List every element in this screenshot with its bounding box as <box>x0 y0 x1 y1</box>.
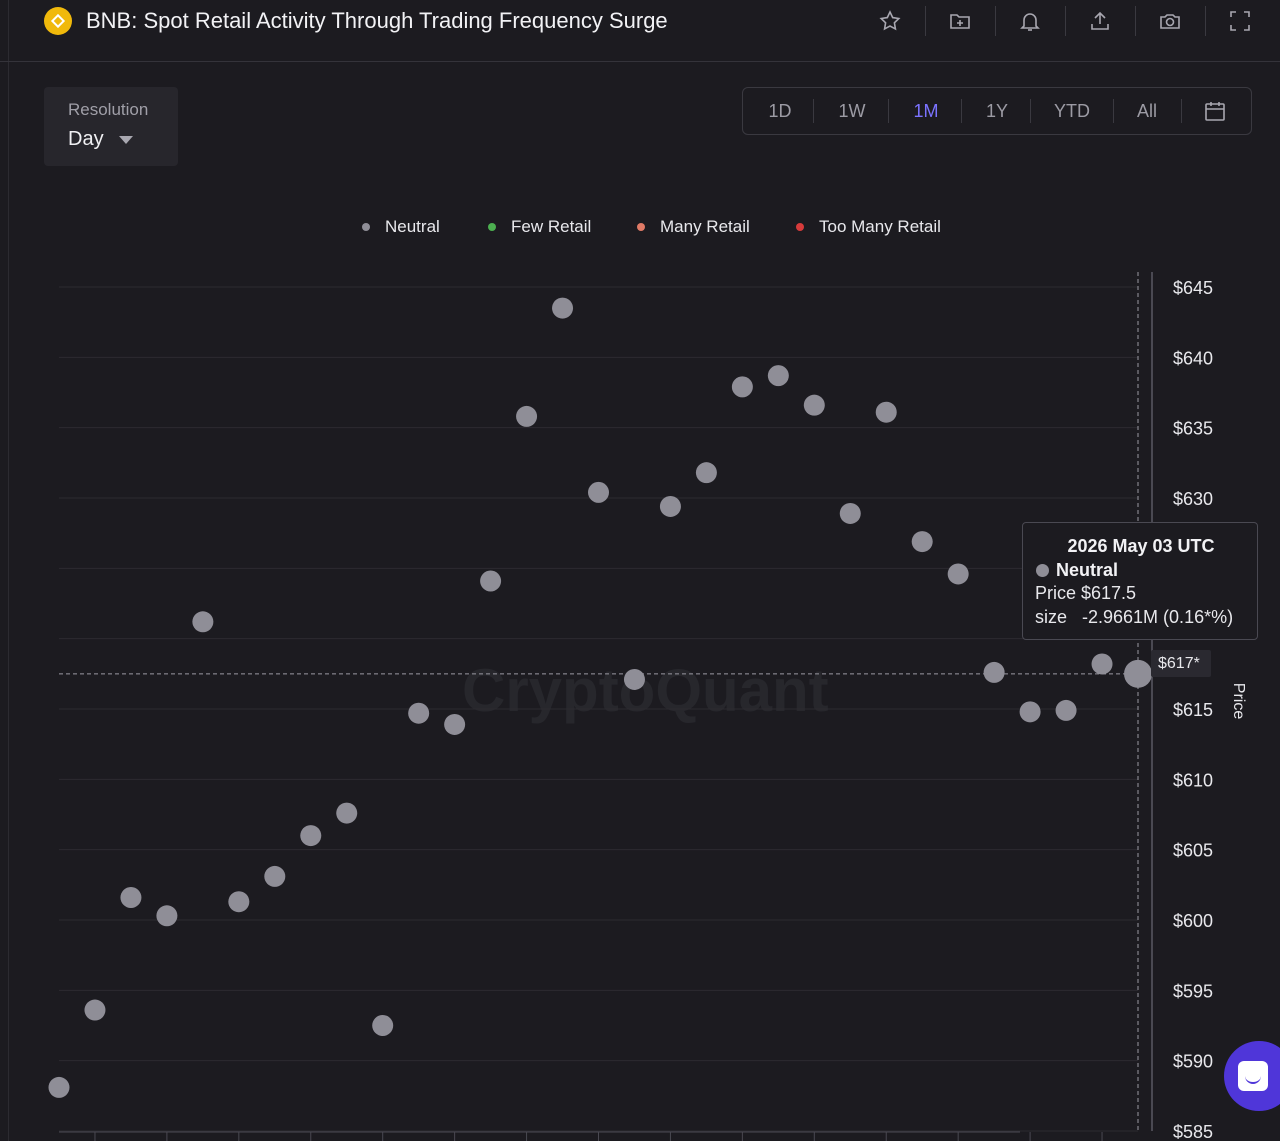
legend-label: Neutral <box>385 217 440 236</box>
chart-header: BNB: Spot Retail Activity Through Tradin… <box>0 0 1280 62</box>
data-point[interactable] <box>875 401 897 423</box>
data-point[interactable] <box>695 462 717 484</box>
data-points <box>48 297 1152 1098</box>
add-folder-icon[interactable] <box>925 0 995 42</box>
data-point[interactable] <box>480 570 502 592</box>
tab-1m[interactable]: 1M <box>913 101 939 121</box>
data-point[interactable] <box>803 394 825 416</box>
tooltip-date: 2026 May 03 UTC <box>1067 536 1215 556</box>
data-point[interactable] <box>659 495 681 517</box>
fullscreen-icon[interactable] <box>1205 0 1275 42</box>
data-point[interactable] <box>1019 701 1041 723</box>
chat-icon <box>1238 1061 1268 1091</box>
y-tick-label: $615 <box>1173 700 1213 720</box>
data-point[interactable] <box>983 661 1005 683</box>
y-tick-label: $605 <box>1173 841 1213 861</box>
data-point-highlighted[interactable] <box>1124 659 1152 688</box>
current-price-flag: $617* <box>1151 650 1211 677</box>
chart-tooltip: 2026 May 03 UTC Neutral Price $617.5 siz… <box>1022 522 1258 640</box>
data-point[interactable] <box>516 405 538 427</box>
panel-left-border <box>8 0 9 1141</box>
camera-icon[interactable] <box>1135 0 1205 42</box>
bnb-logo-icon <box>44 7 72 35</box>
data-point[interactable] <box>623 668 645 690</box>
data-point[interactable] <box>1091 653 1113 675</box>
data-point[interactable] <box>444 713 466 735</box>
data-point[interactable] <box>192 611 214 633</box>
calendar-icon[interactable] <box>1203 99 1229 123</box>
legend-dot <box>637 223 645 231</box>
data-point[interactable] <box>264 865 286 887</box>
data-point[interactable] <box>156 905 178 927</box>
data-point[interactable] <box>552 297 574 319</box>
tab-1y[interactable]: 1Y <box>985 101 1009 121</box>
resolution-label: Resolution <box>68 100 149 119</box>
y-tick-label: $635 <box>1173 419 1213 439</box>
data-point[interactable] <box>731 376 753 398</box>
tab-1d[interactable]: 1D <box>768 101 792 121</box>
data-point[interactable] <box>372 1015 394 1036</box>
toolbar <box>855 0 1275 42</box>
tab-1w[interactable]: 1W <box>838 101 866 121</box>
bell-icon[interactable] <box>995 0 1065 42</box>
data-point[interactable] <box>588 481 609 503</box>
grid-lines <box>59 272 1139 1132</box>
y-tick-label: $640 <box>1173 348 1213 368</box>
data-point[interactable] <box>336 802 358 824</box>
y-tick-label: $630 <box>1173 489 1213 509</box>
upload-icon[interactable] <box>1065 0 1135 42</box>
legend-item-many-retail[interactable]: Many Retail <box>637 216 750 238</box>
tooltip-category: Neutral <box>1056 560 1119 580</box>
data-point[interactable] <box>767 365 789 387</box>
legend-item-too-many-retail[interactable]: Too Many Retail <box>796 216 941 238</box>
star-icon[interactable] <box>855 0 925 42</box>
data-point[interactable] <box>120 886 142 908</box>
y-tick-label: $585 <box>1173 1122 1213 1141</box>
y-tick-label: $645 <box>1173 278 1213 298</box>
y-tick-label: $590 <box>1173 1052 1213 1072</box>
legend-item-neutral[interactable]: Neutral <box>362 216 440 238</box>
y-axis: $645$640$635$630$625$615$610$605$600$595… <box>59 272 1213 1141</box>
page-title: BNB: Spot Retail Activity Through Tradin… <box>86 8 668 33</box>
y-tick-label: $600 <box>1173 911 1213 931</box>
resolution-value: Day <box>68 128 104 150</box>
tooltip-dot <box>1036 564 1049 577</box>
legend-label: Too Many Retail <box>819 217 941 236</box>
legend-dot <box>488 223 496 231</box>
y-tick-label: $595 <box>1173 981 1213 1001</box>
legend-label: Many Retail <box>660 217 750 236</box>
caret-down-icon <box>119 136 133 144</box>
data-point[interactable] <box>48 1076 70 1098</box>
data-point[interactable] <box>839 502 861 524</box>
data-point[interactable] <box>947 563 969 585</box>
legend-dot <box>796 223 804 231</box>
legend-dot <box>362 223 370 231</box>
chat-support-button[interactable] <box>1224 1041 1280 1111</box>
tooltip-size: size -2.9661M (0.16*%) <box>1035 607 1234 627</box>
data-point[interactable] <box>84 999 106 1021</box>
y-axis-title: Price <box>1230 682 1247 720</box>
data-point[interactable] <box>300 825 322 847</box>
resolution-select[interactable]: Resolution Day <box>44 87 178 166</box>
y-tick-label: $610 <box>1173 770 1213 790</box>
data-point[interactable] <box>228 891 250 913</box>
data-point[interactable] <box>911 531 933 553</box>
legend-label: Few Retail <box>511 217 592 236</box>
legend-item-few-retail[interactable]: Few Retail <box>488 216 591 238</box>
data-point[interactable] <box>408 702 430 724</box>
tab-all[interactable]: All <box>1136 101 1158 121</box>
tab-ytd[interactable]: YTD <box>1054 101 1090 121</box>
tooltip-price: Price $617.5 <box>1035 583 1137 603</box>
data-point[interactable] <box>1055 699 1077 721</box>
range-tabs: 1D 1W 1M 1Y YTD All <box>742 87 1252 135</box>
